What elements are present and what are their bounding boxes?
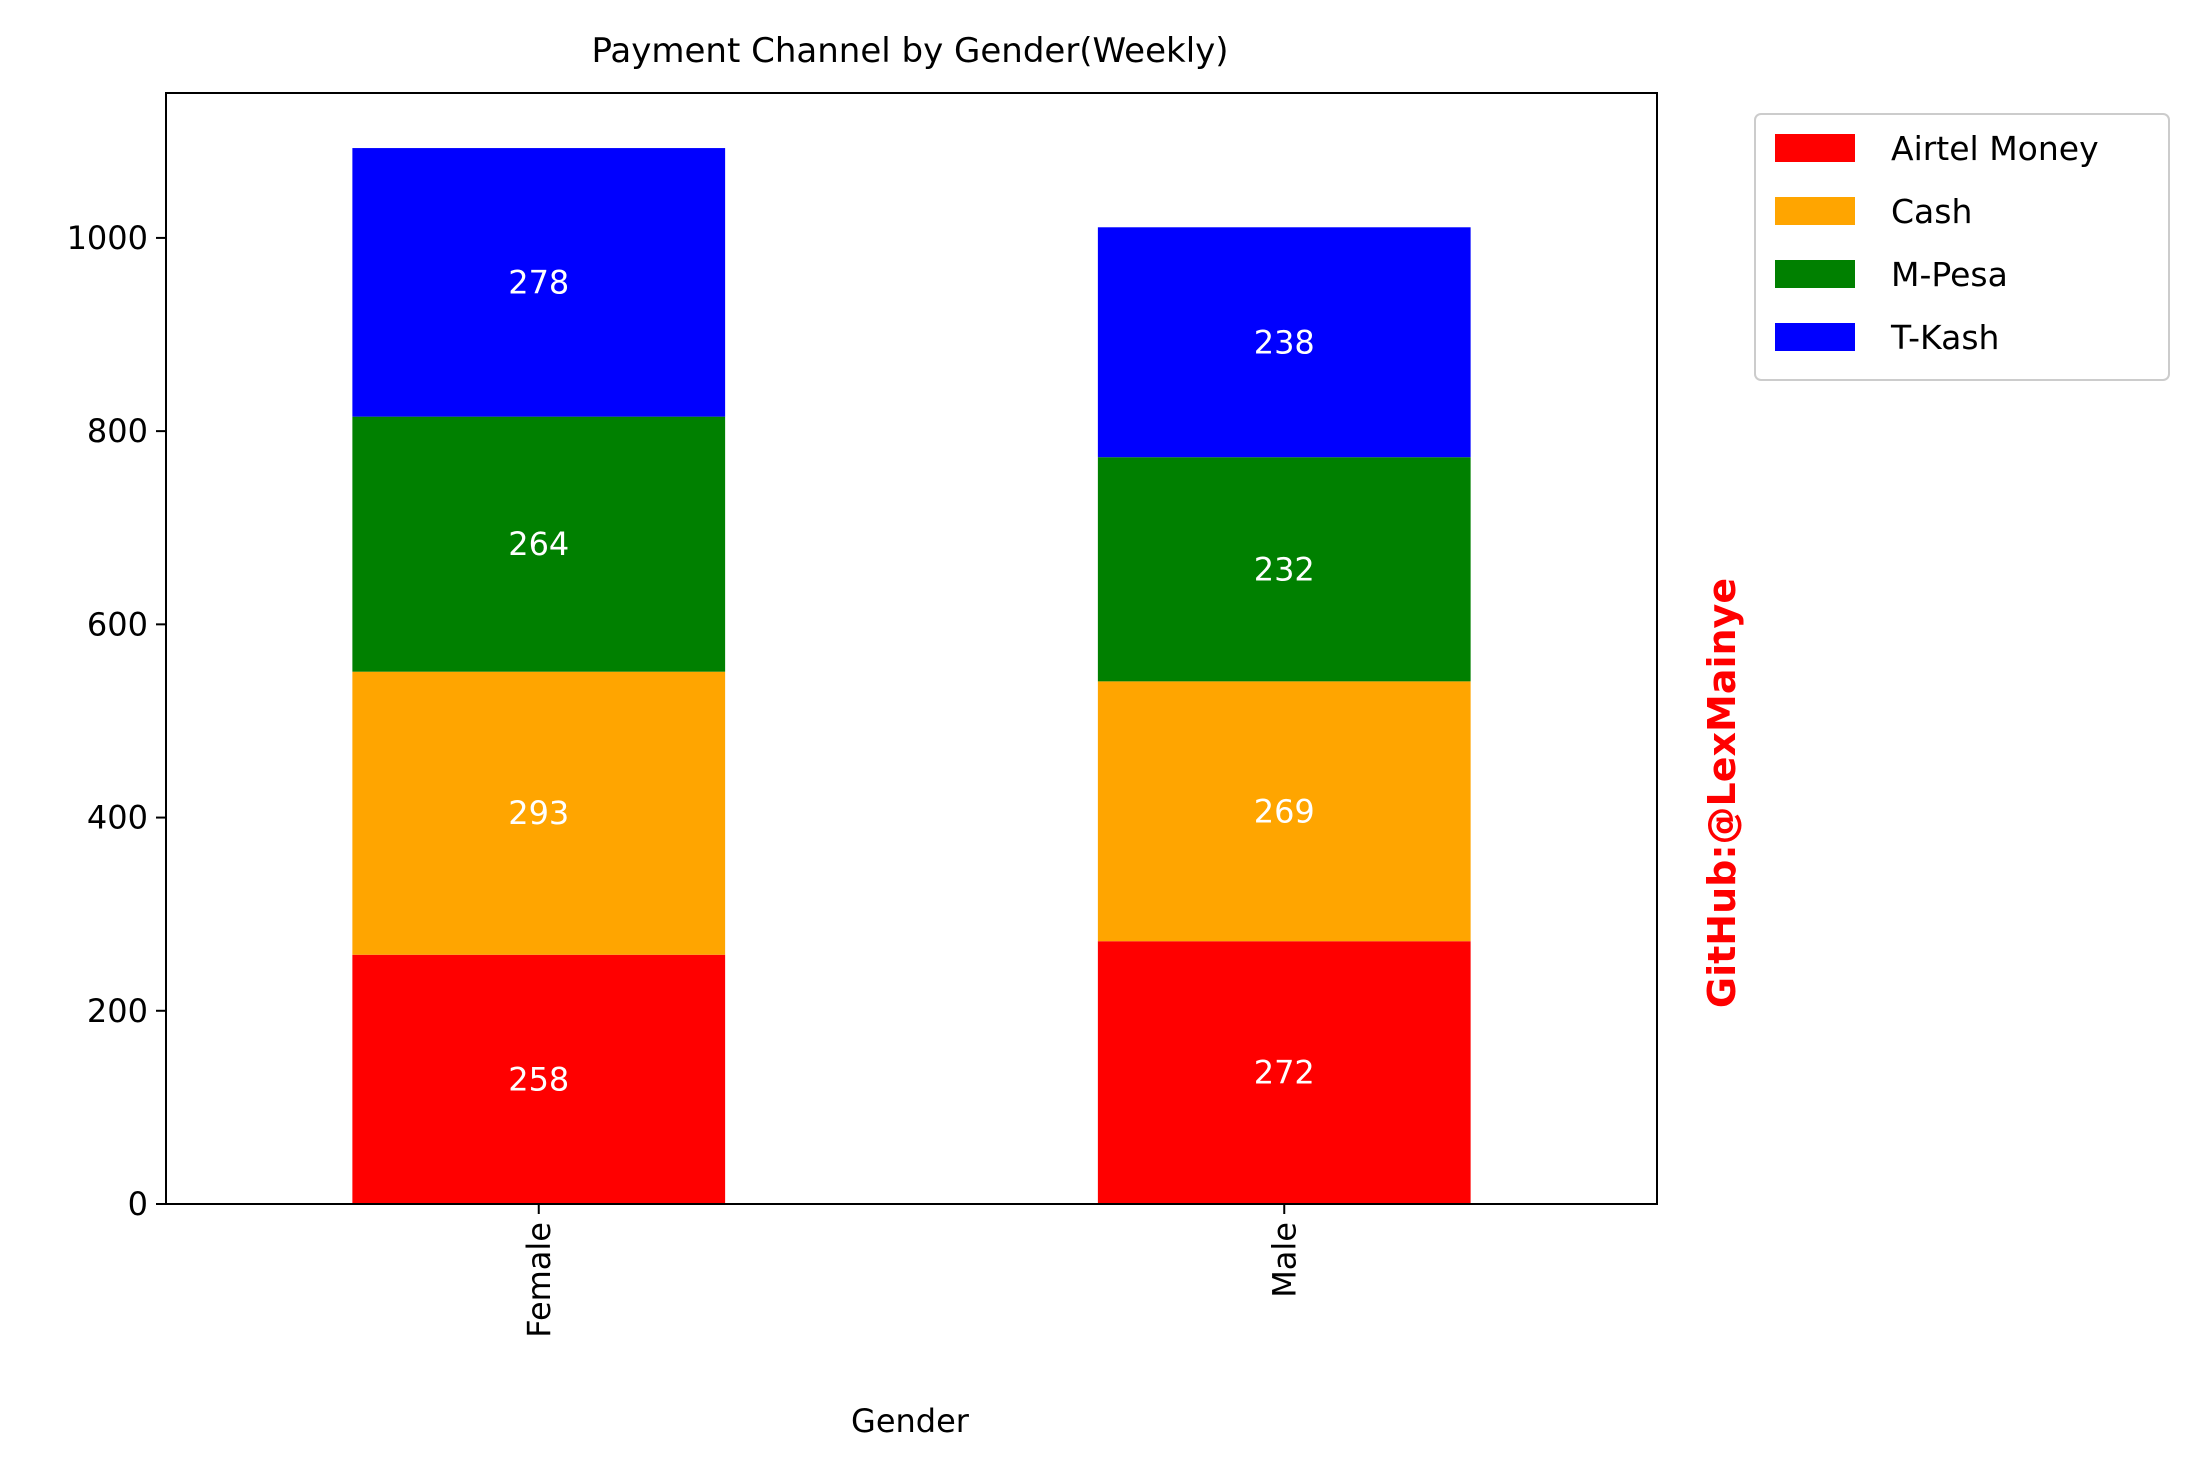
- bars-group: [352, 148, 1471, 1204]
- data-label: 272: [1254, 1054, 1315, 1092]
- data-label: 258: [508, 1060, 569, 1098]
- legend-swatch: [1775, 197, 1855, 225]
- data-label: 238: [1254, 323, 1315, 361]
- data-label: 278: [508, 263, 569, 301]
- bar-male-t-kash: [1097, 227, 1471, 458]
- bar-female-airtel-money: [352, 954, 726, 1204]
- bar-male-cash: [1097, 681, 1471, 942]
- legend-label: M-Pesa: [1891, 255, 2008, 294]
- y-tick-label: 0: [128, 1185, 148, 1223]
- legend-label: Airtel Money: [1891, 129, 2099, 168]
- x-tick-label: Female: [520, 1222, 558, 1338]
- y-tick-label: 200: [87, 992, 148, 1030]
- bar-male-m-pesa: [1097, 457, 1471, 682]
- legend-swatch: [1775, 260, 1855, 288]
- plot-frame: [165, 92, 1658, 1205]
- y-axis: 0 200 400 600 800 1000: [67, 219, 166, 1223]
- legend-swatch: [1775, 323, 1855, 351]
- legend-frame: [1754, 113, 2170, 381]
- y-tick-label: 600: [87, 605, 148, 643]
- legend-swatch: [1775, 134, 1855, 162]
- x-axis-label: Gender: [851, 1402, 970, 1440]
- y-tick-label: 1000: [67, 219, 148, 257]
- bar-male-airtel-money: [1097, 941, 1471, 1204]
- watermark: GitHub:@LexMainye: [1700, 578, 1744, 1008]
- y-tick-label: 800: [87, 412, 148, 450]
- bar-labels-group: 258 293 264 278 272 269 232 238: [508, 263, 1315, 1098]
- data-label: 264: [508, 525, 569, 563]
- legend: Airtel Money Cash M-Pesa T-Kash: [1754, 113, 2170, 381]
- data-label: 293: [508, 794, 569, 832]
- bar-female-cash: [352, 671, 726, 955]
- bar-female-m-pesa: [352, 416, 726, 672]
- x-axis: Female Male: [520, 1204, 1303, 1338]
- bar-female-t-kash: [352, 148, 726, 417]
- legend-label: Cash: [1891, 192, 1972, 231]
- x-tick-label: Male: [1265, 1222, 1303, 1298]
- data-label: 232: [1254, 550, 1315, 588]
- legend-label: T-Kash: [1890, 318, 1999, 357]
- chart-title: Payment Channel by Gender(Weekly): [591, 31, 1228, 71]
- y-tick-label: 400: [87, 799, 148, 837]
- data-label: 269: [1254, 792, 1315, 830]
